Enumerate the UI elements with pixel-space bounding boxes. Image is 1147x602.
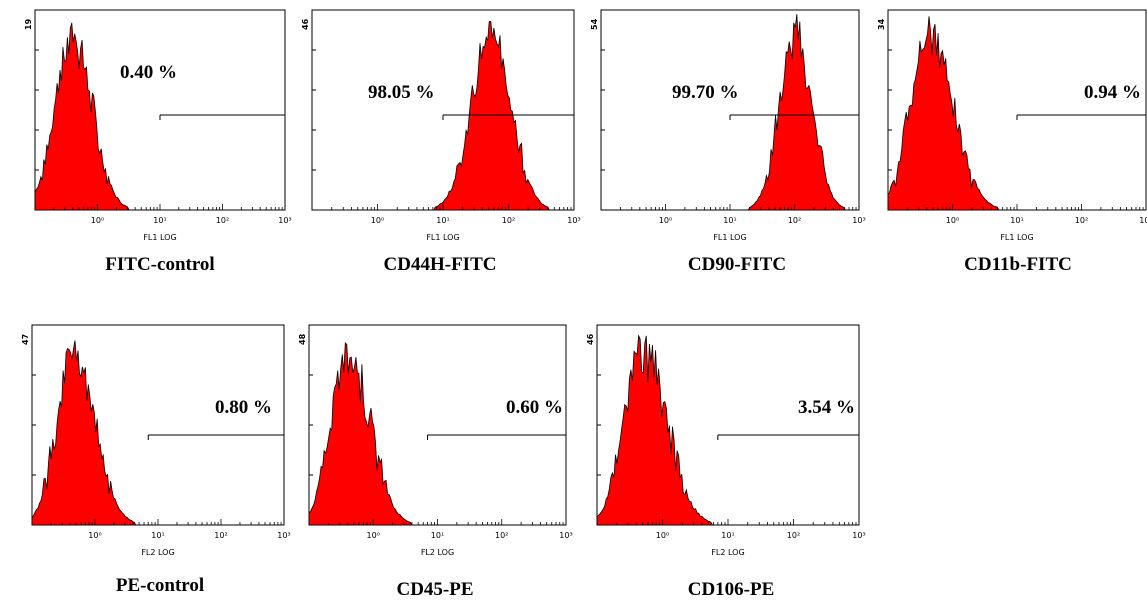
gate-percentage-label: 0.94 %	[1084, 82, 1141, 103]
x-tick-label: 10²	[502, 216, 515, 225]
histogram-chart: 0.94 % 34 10⁰ 10¹ 10² 10³ FL1 LOG	[877, 9, 1147, 242]
histogram-panel-cd106-pe: 3.54 % 46 10⁰ 10¹ 10² 10³ FL2 LOG CD106-PE	[566, 315, 866, 602]
chart-caption: FITC-control	[105, 254, 215, 275]
y-max-label: 54	[590, 18, 599, 30]
x-tick-label: 10⁰	[659, 216, 672, 225]
chart-caption: CD45-PE	[396, 579, 474, 600]
x-tick-label: 10⁰	[656, 531, 669, 540]
x-tick-label: 10⁰	[91, 216, 104, 225]
histogram-panel-cd90-fitc: 99.70 % 54 10⁰ 10¹ 10² 10³ FL1 LOG CD90-FITC	[575, 0, 870, 290]
x-tick-label: 10³	[567, 216, 580, 225]
chart-caption: CD90-FITC	[687, 254, 787, 275]
x-tick-label: 10¹	[1010, 216, 1023, 225]
x-tick-label: 10⁰	[367, 531, 380, 540]
y-max-label: 47	[21, 334, 30, 345]
gate-percentage-label: 98.05 %	[368, 82, 435, 103]
x-tick-label: 10¹	[153, 216, 166, 225]
x-tick-label: 10²	[1075, 216, 1088, 225]
x-tick-label: 10²	[216, 216, 229, 225]
y-max-label: 48	[298, 333, 307, 345]
gate-percentage-label: 3.54 %	[798, 397, 855, 418]
x-axis-label: FL1 LOG	[143, 233, 176, 242]
gate-percentage-label: 99.70 %	[672, 82, 739, 103]
y-max-label: 19	[24, 18, 33, 30]
histogram-chart: 0.40 % 19 10⁰ 10¹ 10² 10³ FL1 LOG	[24, 9, 292, 242]
chart-caption: CD106-PE	[687, 579, 775, 600]
x-tick-label: 10³	[559, 531, 572, 540]
histogram-panel-pe-control: 0.80 % 47 10⁰ 10¹ 10² 10³ FL2 LOG PE-control	[0, 315, 291, 602]
x-tick-label: 10³	[277, 531, 290, 540]
x-tick-label: 10³	[1139, 216, 1147, 225]
x-tick-label: 10¹	[723, 216, 736, 225]
x-tick-label: 10¹	[436, 216, 449, 225]
x-tick-label: 10¹	[721, 531, 734, 540]
x-tick-label: 10⁰	[88, 531, 101, 540]
histogram-area	[312, 20, 574, 211]
x-axis-label: FL2 LOG	[711, 548, 744, 557]
histogram-panel-cd11b-fitc: 0.94 % 34 10⁰ 10¹ 10² 10³ FL1 LOG CD11b-FITC	[862, 0, 1147, 290]
histogram-panel-cd44h-fitc: 98.05 % 46 10⁰ 10¹ 10² 10³ FL1 LOG CD44H-FITC	[290, 0, 585, 290]
x-tick-label: 10³	[852, 531, 865, 540]
y-max-label: 46	[586, 333, 595, 345]
y-max-label: 34	[877, 18, 886, 30]
histogram-chart: 0.80 % 47 10⁰ 10¹ 10² 10³ FL2 LOG	[21, 324, 291, 557]
chart-caption: CD44H-FITC	[383, 254, 497, 275]
x-axis-label: FL1 LOG	[713, 233, 746, 242]
gate-percentage-label: 0.60 %	[506, 397, 563, 418]
x-tick-label: 10²	[787, 531, 800, 540]
histogram-chart: 0.60 % 48 10⁰ 10¹ 10² 10³ FL2 LOG	[298, 324, 573, 557]
chart-caption: CD11b-FITC	[964, 254, 1072, 275]
x-tick-label: 10³	[852, 216, 865, 225]
x-tick-label: 10³	[278, 216, 291, 225]
histogram-chart: 98.05 % 46 10⁰ 10¹ 10² 10³ FL1 LOG	[301, 9, 581, 242]
plot-frame	[311, 9, 575, 211]
histogram-panel-fitc-control: 0.40 % 19 10⁰ 10¹ 10² 10³ FL1 LOG FITC-control	[0, 0, 292, 290]
x-tick-label: 10⁰	[946, 216, 959, 225]
histogram-panel-cd45-pe: 0.60 % 48 10⁰ 10¹ 10² 10³ FL2 LOG CD45-PE	[278, 315, 573, 602]
gate-percentage-label: 0.80 %	[215, 397, 272, 418]
x-tick-label: 10²	[495, 531, 508, 540]
y-max-label: 46	[301, 18, 310, 30]
x-tick-label: 10¹	[151, 531, 164, 540]
x-axis-label: FL1 LOG	[1000, 233, 1033, 242]
histogram-area	[601, 14, 859, 211]
x-axis-label: FL2 LOG	[141, 548, 174, 557]
histogram-chart: 3.54 % 46 10⁰ 10¹ 10² 10³ FL2 LOG	[586, 324, 866, 557]
x-tick-label: 10²	[788, 216, 801, 225]
x-axis-label: FL1 LOG	[426, 233, 459, 242]
chart-caption: PE-control	[115, 575, 205, 596]
x-tick-label: 10¹	[431, 531, 444, 540]
x-tick-label: 10²	[214, 531, 227, 540]
histogram-chart: 99.70 % 54 10⁰ 10¹ 10² 10³ FL1 LOG	[590, 9, 866, 242]
gate-percentage-label: 0.40 %	[120, 62, 177, 83]
x-axis-label: FL2 LOG	[421, 548, 454, 557]
x-tick-label: 10⁰	[371, 216, 384, 225]
